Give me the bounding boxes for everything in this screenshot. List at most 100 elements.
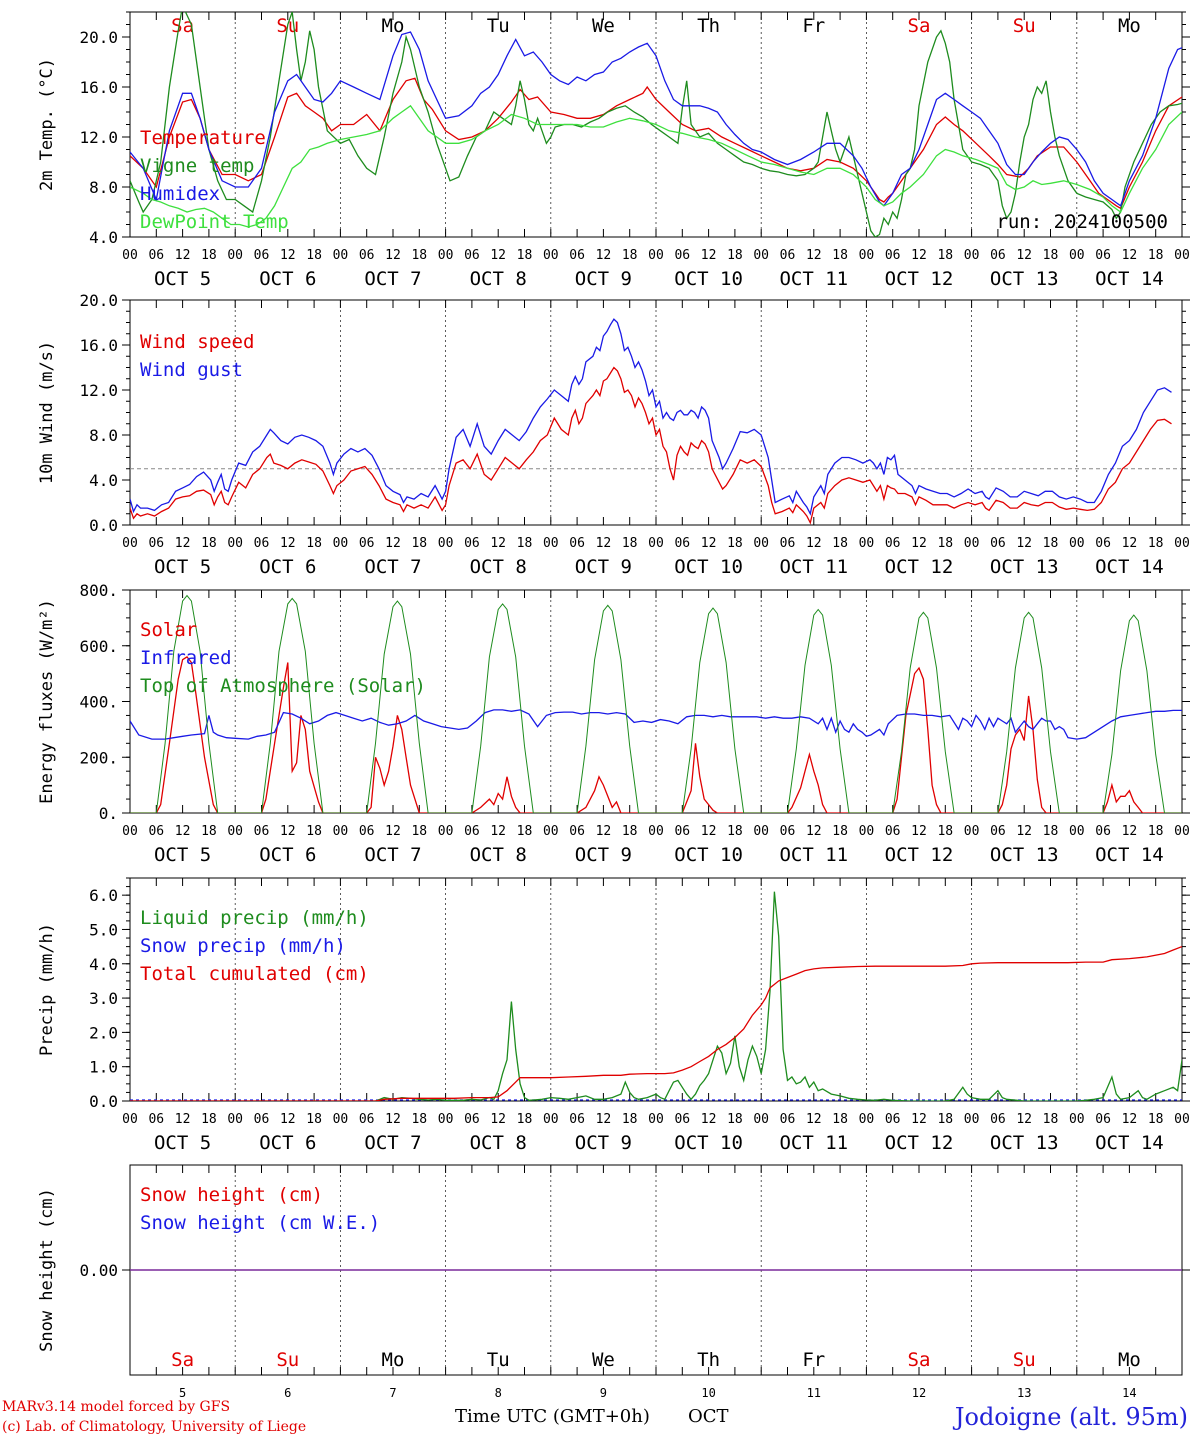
day-number-label: 5 [179, 1386, 186, 1400]
hour-tick-label: 12 [596, 248, 612, 263]
hour-tick-label: 00 [543, 248, 559, 263]
day-number-label: 13 [1017, 1386, 1031, 1400]
y-tick-label: 20.0 [79, 28, 118, 47]
date-label: OCT 7 [364, 556, 421, 578]
date-label: OCT 7 [364, 844, 421, 866]
date-label: OCT 14 [1095, 844, 1164, 866]
hour-tick-label: 12 [806, 536, 822, 551]
hour-tick-label: 06 [148, 536, 164, 551]
hour-tick-label: 00 [859, 248, 875, 263]
hour-tick-label: 12 [175, 248, 191, 263]
panel-wind: 0.0 4.0 8.0 12.0 16.0 20.0 10m Wind (m/s) 00 06 1… [37, 291, 1190, 578]
station-name: Jodoigne (alt. 95m) [954, 1403, 1188, 1431]
hour-tick-label: 12 [280, 248, 296, 263]
hour-tick-label: 12 [175, 824, 191, 839]
date-label: OCT 11 [779, 844, 848, 866]
date-label: OCT 8 [470, 1132, 527, 1154]
hour-tick-label: 00 [1174, 248, 1190, 263]
hour-tick-label: 12 [911, 536, 927, 551]
hour-tick-label: 06 [885, 536, 901, 551]
date-label: OCT 8 [470, 556, 527, 578]
hour-tick-label: 12 [701, 248, 717, 263]
legend-snow-precip-mm-h: Snow precip (mm/h) [140, 935, 346, 957]
series-vigne-temp [130, 12, 1182, 237]
hour-tick-label: 12 [596, 1112, 612, 1127]
hour-tick-label: 06 [254, 248, 270, 263]
hour-tick-label: 00 [333, 824, 349, 839]
hour-tick-label: 18 [1043, 248, 1059, 263]
hour-tick-label: 06 [780, 536, 796, 551]
hour-tick-label: 12 [280, 536, 296, 551]
date-label: OCT 7 [364, 1132, 421, 1154]
legend-total-cumulated-cm: Total cumulated (cm) [140, 963, 369, 985]
date-label: OCT 8 [470, 268, 527, 290]
hour-tick-label: 06 [885, 1112, 901, 1127]
date-label: OCT 8 [470, 844, 527, 866]
weekday-label: Tu [487, 15, 510, 37]
hour-tick-label: 00 [753, 536, 769, 551]
day-number-label: 6 [284, 1386, 291, 1400]
date-label: OCT 11 [779, 1132, 848, 1154]
hour-tick-label: 12 [385, 248, 401, 263]
hour-tick-label: 18 [201, 824, 217, 839]
hour-tick-label: 06 [990, 248, 1006, 263]
y-axis-title: Energy fluxes (W/m²) [37, 599, 57, 804]
hour-tick-label: 00 [122, 248, 138, 263]
hour-tick-label: 18 [1043, 824, 1059, 839]
date-label: OCT 9 [575, 844, 632, 866]
legend-vigne-temp: Vigne temp [140, 155, 254, 177]
hour-tick-label: 18 [832, 824, 848, 839]
weekday-label: Fr [802, 15, 825, 37]
hour-tick-label: 12 [175, 536, 191, 551]
panel-snow: 0.00 Snow height (cm) Sa 5 Su 6 Mo 7 Tu 8 We 9 Th 10 F… [37, 1164, 1190, 1400]
hour-tick-label: 18 [937, 248, 953, 263]
hour-tick-label: 06 [148, 824, 164, 839]
hour-tick-label: 06 [464, 824, 480, 839]
hour-tick-label: 18 [1148, 1112, 1164, 1127]
hour-tick-label: 06 [1095, 248, 1111, 263]
x-axis-label: Time UTC (GMT+0h) [455, 1406, 650, 1427]
hour-tick-label: 18 [517, 1112, 533, 1127]
series-wind-speed [130, 366, 1172, 525]
series-wind-gust [130, 318, 1172, 516]
hour-tick-label: 06 [780, 248, 796, 263]
hour-tick-label: 06 [990, 536, 1006, 551]
hour-tick-label: 18 [201, 1112, 217, 1127]
hour-tick-label: 12 [175, 1112, 191, 1127]
hour-tick-label: 18 [517, 248, 533, 263]
hour-tick-label: 18 [1148, 824, 1164, 839]
hour-tick-label: 00 [753, 248, 769, 263]
hour-tick-label: 00 [964, 248, 980, 263]
y-tick-label: 4.0 [89, 471, 118, 490]
y-tick-label: 6.0 [89, 886, 118, 905]
hour-tick-label: 18 [622, 248, 638, 263]
day-number-label: 14 [1122, 1386, 1136, 1400]
hour-tick-label: 18 [622, 1112, 638, 1127]
hour-tick-label: 00 [333, 1112, 349, 1127]
hour-tick-label: 06 [359, 248, 375, 263]
date-label: OCT 9 [575, 556, 632, 578]
panel-precip: 0.0 1.0 2.0 3.0 4.0 5.0 6.0 Precip (mm/h) 00 06 12… [37, 877, 1190, 1154]
hour-tick-label: 00 [648, 536, 664, 551]
legend-liquid-precip-mm-h: Liquid precip (mm/h) [140, 907, 369, 929]
hour-tick-label: 06 [148, 1112, 164, 1127]
hour-tick-label: 18 [201, 536, 217, 551]
date-label: OCT 9 [575, 268, 632, 290]
hour-tick-label: 06 [674, 1112, 690, 1127]
hour-tick-label: 06 [780, 824, 796, 839]
hour-tick-label: 12 [280, 824, 296, 839]
hour-tick-label: 00 [648, 824, 664, 839]
weekday-label: Sa [908, 1349, 931, 1371]
y-tick-label: 16.0 [79, 78, 118, 97]
date-label: OCT 7 [364, 268, 421, 290]
hour-tick-label: 18 [1148, 248, 1164, 263]
hour-tick-label: 18 [727, 824, 743, 839]
y-tick-label: 4.0 [89, 955, 118, 974]
date-label: OCT 5 [154, 556, 211, 578]
hour-tick-label: 06 [254, 824, 270, 839]
hour-tick-label: 00 [1069, 1112, 1085, 1127]
hour-tick-label: 12 [806, 824, 822, 839]
date-label: OCT 5 [154, 844, 211, 866]
date-label: OCT 11 [779, 268, 848, 290]
